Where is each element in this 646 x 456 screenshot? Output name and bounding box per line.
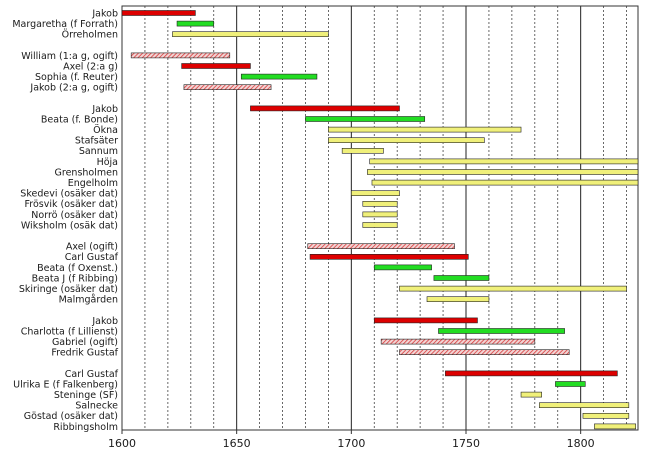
row-label: Grensholmen <box>55 167 118 178</box>
timeline-bar <box>371 179 639 186</box>
timeline-bar <box>373 264 432 271</box>
row-label: Carl Gustaf <box>65 369 119 380</box>
timeline-bar <box>582 412 630 419</box>
row-label: Jakob (2:a g, ogift) <box>29 83 118 94</box>
timeline-bar <box>426 296 490 303</box>
row-label: Fredrik Gustaf <box>51 348 118 359</box>
timeline-bar <box>328 126 522 133</box>
bars <box>121 10 639 430</box>
timeline-bar <box>433 275 490 281</box>
row-label: Axel (2:a g) <box>63 61 118 72</box>
row-label: Ökna <box>93 125 118 136</box>
row-label: Axel (ogift) <box>66 242 118 253</box>
timeline-bar <box>362 222 398 228</box>
row-label: Wiksholm (osäk dat) <box>21 220 118 231</box>
row-label: Sannum <box>79 146 118 157</box>
row-label: Ribbingsholm <box>53 422 118 433</box>
timeline-bar <box>305 116 426 122</box>
timeline-bar <box>369 158 639 165</box>
timeline-bar <box>130 52 231 59</box>
timeline-bar <box>183 84 272 90</box>
timeline-bar <box>307 243 455 249</box>
timeline-bar <box>121 10 196 16</box>
x-tick-label: 1750 <box>452 437 480 450</box>
timeline-bar <box>172 31 329 38</box>
row-label: Stafsäter <box>75 136 118 147</box>
row-label: William (1:a g, ogift) <box>21 51 118 62</box>
row-label: Skedevi (osäker dat) <box>20 189 118 200</box>
timeline-bar <box>539 402 630 409</box>
timeline-bar <box>380 338 536 345</box>
timeline-bar <box>362 211 398 218</box>
timeline-bar <box>373 317 478 324</box>
row-label: Ulrika E (f Falkenberg) <box>13 379 118 390</box>
row-label: Beata J (f Ribbing) <box>32 273 118 284</box>
timeline-bar <box>438 328 565 334</box>
row-label: Jakob <box>91 104 118 115</box>
timeline-bar <box>309 254 469 260</box>
row-label: Höja <box>97 157 118 168</box>
x-tick-label: 1650 <box>223 437 251 450</box>
timeline-bar <box>399 349 570 356</box>
row-label: Göstad (osäker dat) <box>24 411 118 422</box>
timeline-bar <box>351 190 400 196</box>
row-label: Örreholmen <box>62 30 118 41</box>
row-label: Norrö (osäker dat) <box>31 210 118 221</box>
timeline-bar <box>240 73 318 80</box>
row-label: Jakob <box>91 8 118 19</box>
x-tick-label: 1800 <box>567 437 595 450</box>
row-label: Frösvik (osäker dat) <box>24 199 118 210</box>
plot-frame <box>121 5 639 431</box>
x-tick-label: 1600 <box>108 437 136 450</box>
timeline-bar <box>328 137 485 143</box>
x-axis: 1600 1650 1700 1750 1800 <box>108 430 595 450</box>
row-label: Salnecke <box>75 401 118 412</box>
row-label: Beata (f Oxenst.) <box>37 263 118 274</box>
timeline-bar <box>176 20 215 27</box>
timeline-bar <box>399 285 627 292</box>
row-label: Gabriel (ogift) <box>52 337 118 348</box>
row-label: Steninge (SF) <box>54 390 118 401</box>
timeline-bar <box>181 63 251 69</box>
row-label: Malmgården <box>59 295 118 306</box>
row-label: Beata (f. Bonde) <box>41 114 118 125</box>
row-label: Charlotta (f Lillienst) <box>21 326 118 337</box>
x-tick-label: 1700 <box>337 437 365 450</box>
row-label: Margaretha (f Forrath) <box>12 19 118 30</box>
gridlines <box>121 5 639 431</box>
row-label: Skiringe (osäker dat) <box>19 284 118 295</box>
timeline-bar <box>555 381 586 387</box>
row-label: Engelholm <box>68 178 118 189</box>
row-label: Jakob <box>91 316 118 327</box>
row-label: Carl Gustaf <box>65 252 119 263</box>
timeline-bar <box>520 391 542 398</box>
timeline-bar <box>594 423 637 430</box>
timeline-bar <box>445 370 618 377</box>
timeline-bar <box>341 148 384 154</box>
row-label: Sophia (f. Reuter) <box>35 72 118 83</box>
timeline-bar <box>362 201 398 207</box>
timeline-bar <box>367 169 639 175</box>
timeline-bar <box>250 105 400 112</box>
